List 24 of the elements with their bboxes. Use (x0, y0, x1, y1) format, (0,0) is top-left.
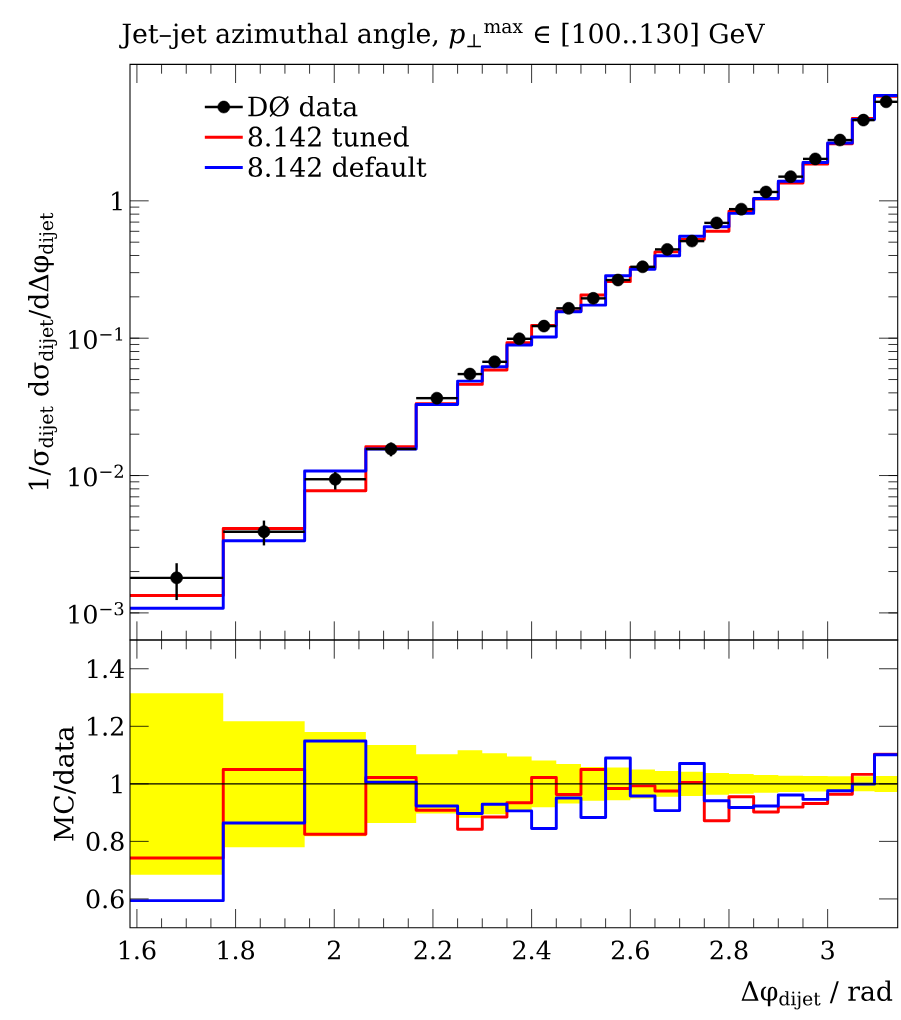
y-tick-label: 0.8 (86, 831, 124, 851)
y-tick-label: 1.2 (88, 716, 123, 736)
y-tick-label: 1 (112, 191, 122, 211)
legend-label: 8.142 tuned (248, 126, 409, 147)
x-tick-label: 1.6 (119, 940, 156, 960)
x-tick-label: 2.8 (710, 940, 748, 960)
y-tick-label: 1.4 (88, 659, 125, 679)
x-tick-label: 3 (821, 940, 834, 960)
y-tick-label: 10$^{−2}$ (69, 464, 123, 487)
y-axis-title: MC/data (53, 726, 76, 841)
y-tick-label: 1 (112, 774, 122, 794)
y-axis-title: 1/σ$_{dijet}$ dσ$_{dijet}$/dΔφ$_{dijet}$ (28, 212, 58, 490)
x-axis-title: Δφ$_{dijet}$ / rad (741, 980, 893, 1010)
y-tick-label: 10$^{−3}$ (69, 601, 124, 624)
x-tick-label: 2.6 (611, 940, 649, 960)
y-tick-label: 0.6 (86, 889, 124, 909)
legend-label: 8.142 default (248, 156, 427, 178)
x-tick-label: 2.4 (513, 940, 551, 960)
x-tick-label: 2 (327, 940, 340, 960)
chart-title: Jet–jet azimuthal angle, p$_{⊥}$$^{max}$ ∈ [100..130] GeV (119, 22, 765, 49)
y-tick-label: 10$^{−1}$ (69, 327, 123, 350)
legend-label: DØ data (248, 95, 358, 117)
x-tick-label: 2.2 (414, 940, 451, 960)
x-tick-label: 1.8 (218, 940, 255, 960)
